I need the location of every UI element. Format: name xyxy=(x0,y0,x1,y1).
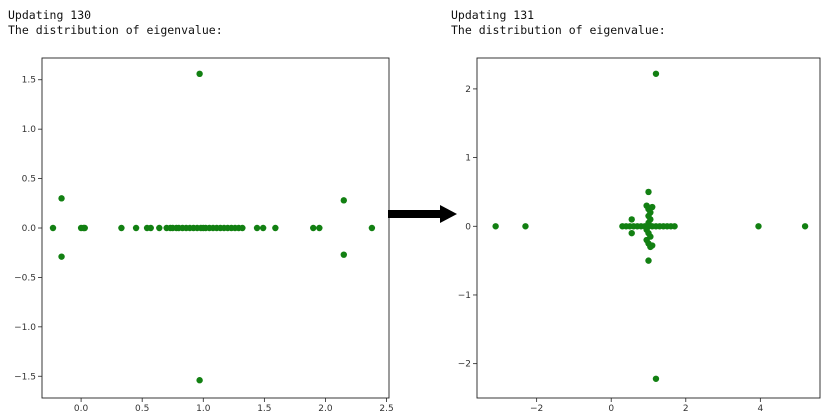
data-point xyxy=(801,223,809,230)
y-tick-label: −0.5 xyxy=(14,273,36,283)
data-point xyxy=(652,70,660,77)
data-point xyxy=(196,377,203,384)
data-point xyxy=(49,224,57,232)
y-tick-label: 1.0 xyxy=(22,125,37,135)
data-point xyxy=(156,224,163,232)
x-tick-label: 2.5 xyxy=(379,404,393,414)
data-point xyxy=(58,195,65,202)
data-point xyxy=(492,223,499,230)
arrow-right-icon xyxy=(388,205,457,223)
console-line-updating: Updating 130 xyxy=(8,8,92,22)
x-tick-label: 1.5 xyxy=(257,404,271,414)
console-output-left: Updating 130 The distribution of eigenva… xyxy=(8,8,223,38)
data-point xyxy=(81,224,88,232)
data-point xyxy=(645,188,652,196)
x-tick-label: 0.0 xyxy=(74,404,89,414)
data-point xyxy=(147,224,154,232)
x-tick-label: 0 xyxy=(608,404,614,414)
y-tick-label: 0.0 xyxy=(22,224,37,234)
console-line-distribution: The distribution of eigenvalue: xyxy=(8,23,223,37)
data-point xyxy=(628,229,635,237)
y-tick-label: 1 xyxy=(465,154,471,164)
arrow-shaft xyxy=(388,210,442,218)
scatter-plot-right: −2 0 2 4 −2 −1 0 1 2 xyxy=(458,57,821,414)
data-point xyxy=(649,242,656,249)
data-point xyxy=(368,224,376,232)
data-point xyxy=(340,251,347,258)
x-tick-label: 2 xyxy=(683,404,689,414)
data-point xyxy=(522,223,529,230)
x-tick-label: 1.0 xyxy=(196,404,211,414)
y-tick-label: 0 xyxy=(465,222,471,232)
data-point xyxy=(671,223,678,230)
data-point xyxy=(628,216,635,223)
console-line-distribution: The distribution of eigenvalue: xyxy=(451,23,666,37)
scatter-plot-left: 0.0 0.5 1.0 1.5 2.0 2.5 −1.5 −1.0 −0.5 0.0 0.5 1.0 1… xyxy=(14,57,394,414)
data-point xyxy=(118,224,125,232)
data-point xyxy=(316,224,323,232)
arrow-head xyxy=(440,205,457,223)
x-tick-label: 4 xyxy=(757,404,763,414)
x-tick-label: −2 xyxy=(530,404,543,414)
y-tick-label: −1.5 xyxy=(14,372,36,382)
data-point xyxy=(649,203,656,211)
data-point xyxy=(652,375,660,382)
data-point xyxy=(132,224,140,232)
y-tick-label: −1.0 xyxy=(14,323,36,333)
data-point xyxy=(239,224,246,232)
data-point xyxy=(755,223,762,230)
data-point xyxy=(645,219,652,227)
data-point xyxy=(340,197,347,204)
data-point xyxy=(645,257,652,264)
data-point xyxy=(259,224,267,232)
data-point xyxy=(196,70,203,78)
console-output-right: Updating 131 The distribution of eigenva… xyxy=(451,8,666,38)
data-point xyxy=(58,253,65,260)
x-tick-label: 0.5 xyxy=(135,404,149,414)
x-tick-label: 2.0 xyxy=(318,404,333,414)
y-tick-label: −1 xyxy=(458,291,471,301)
data-point xyxy=(253,224,261,232)
plot-frame xyxy=(476,57,821,399)
y-tick-label: 2 xyxy=(465,85,471,95)
data-point xyxy=(272,224,279,232)
y-tick-label: 0.5 xyxy=(22,175,36,185)
y-tick-label: −2 xyxy=(458,360,471,370)
console-line-updating: Updating 131 xyxy=(451,8,535,22)
y-tick-label: 1.5 xyxy=(22,76,36,86)
data-point xyxy=(310,224,317,232)
